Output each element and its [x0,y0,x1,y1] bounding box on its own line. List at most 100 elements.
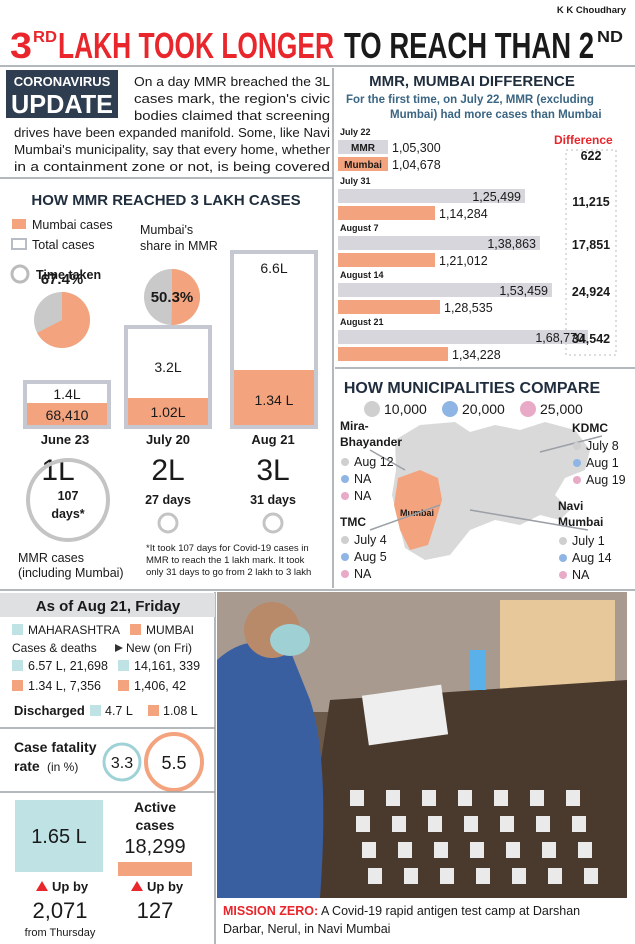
cases-deaths: 1.34 L, 7,356 [28,679,101,693]
days: 107 [58,489,79,503]
active-value: 1.65 L [31,826,87,848]
area-name: Bhayander [340,435,402,449]
photo-kit [500,816,514,832]
area-name: Navi [558,499,583,513]
mumbai-bar [338,157,388,171]
legend-swatch [11,238,27,250]
update-title: UPDATE [11,89,113,119]
difference-label: Difference [554,133,613,147]
area-dot [341,536,349,544]
headline-sup: ND [597,29,623,46]
photo-kit [350,790,364,806]
area-date: Aug 5 [354,550,387,564]
legend-circle [10,264,30,284]
legend-dot [520,401,536,417]
difference-value: 11,215 [572,195,610,209]
photo-kit [542,842,556,858]
update-text: Mumbai's municipality, say that every ho… [14,143,330,157]
difference-value: 34,542 [572,332,610,346]
photo-kit [428,816,442,832]
difference-value: 24,924 [572,285,610,299]
mumbai-box [128,398,208,425]
photo-kit [566,790,580,806]
mmr-value: 1,68,770 [535,331,584,345]
photo-kit [476,868,490,884]
area-date: Aug 14 [572,551,612,565]
mumbai-bar [338,347,448,361]
area-date: NA [354,567,372,581]
legend-label: 10,000 [384,401,427,417]
total-value: 1.4L [53,386,80,402]
photo-kit [392,816,406,832]
arrow [115,644,123,652]
mumbai-bar [338,300,440,314]
share-label: share in MMR [140,239,218,253]
swatch [90,705,101,716]
area-date: July 4 [354,533,387,547]
caption-text: A Covid-19 rapid antigen test camp at Da… [318,904,580,918]
section-title: MMR, MUMBAI DIFFERENCE [369,73,575,90]
days: 27 days [145,493,191,507]
mmr-bar [338,189,525,203]
row-date: August 7 [340,223,379,233]
caption-lead: MISSION ZERO: [223,904,318,918]
date: June 23 [41,432,89,447]
time-circle [157,512,179,534]
cfr-circle [102,742,142,782]
photo-table [300,680,627,898]
milestone: 3L [256,454,289,487]
update-text: cases mark, the region's civic [134,92,330,106]
mumbai-value: 1.34 L [255,392,294,408]
headline-sup: RD [33,29,57,46]
legend-label: Total cases [32,238,95,252]
mmr-value: 1,25,499 [472,190,521,204]
leader [369,449,406,471]
legend-dot [364,401,380,417]
leader [469,509,589,531]
area-date: Aug 12 [354,455,394,469]
credit: K K Choudhary [557,5,627,16]
area-dot [573,476,581,484]
photo-kit [362,842,376,858]
mmr-value: 1,53,459 [499,284,548,298]
active-label: cases [136,817,175,833]
header: New (on Fri) [126,641,192,655]
photo-kit [578,842,592,858]
photo-kit [572,816,586,832]
legend-label: 20,000 [462,401,505,417]
area-dot [341,492,349,500]
difference-value: 17,851 [572,238,610,252]
swatch [148,705,159,716]
cfr-value: 3.3 [111,755,133,772]
caption: Darbar, Nerul, in Navi Mumbai [223,922,390,936]
row-date: July 22 [340,127,371,137]
area-date: NA [354,472,372,486]
difference-value: 622 [581,149,602,163]
up-arrow [36,881,48,891]
photo-kit [530,790,544,806]
cfr-label: rate [14,758,40,774]
mumbai-value: 1,04,678 [392,158,441,172]
mumbai-bar [338,206,435,220]
mumbai-box [234,370,314,425]
active-bar [118,862,192,876]
headline-red: LAKH TOOK LONGER [58,25,334,66]
mumbai-bar [338,253,435,267]
mumbai-value: 1,21,012 [439,254,488,268]
legend-label: MAHARASHTRA [28,623,120,637]
area-date: July 8 [586,439,619,453]
area-name: Mumbai [558,515,603,529]
subtitle: For the first time, on July 22, MMR (exc… [346,94,594,106]
time-circle [26,458,110,542]
pie-share [171,269,200,325]
photo-kit [494,790,508,806]
legend-label: Time taken [36,268,101,282]
photo-kit [422,790,436,806]
legend-label: 25,000 [540,401,583,417]
area-dot [341,553,349,561]
swatch [118,680,129,691]
total-value: 6.6L [260,260,287,276]
photo-kit [584,868,598,884]
legend-swatch [130,624,141,635]
